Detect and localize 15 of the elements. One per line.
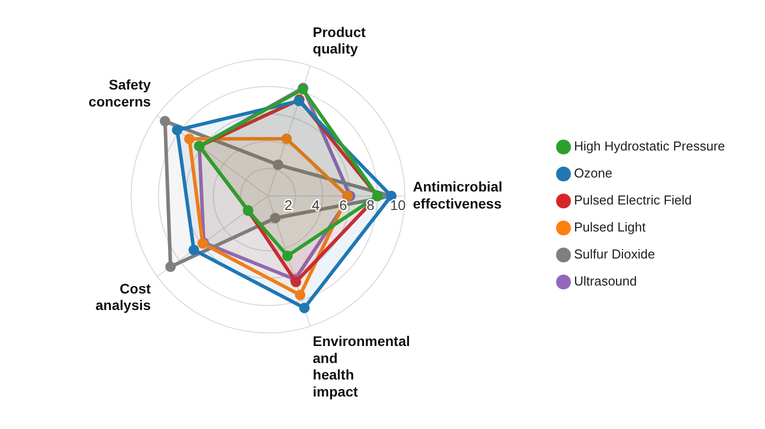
spoke-label: Product quality [312, 24, 366, 57]
legend-label: High Hydrostatic Pressure [574, 138, 725, 154]
legend-label: Ozone [574, 166, 612, 181]
y-tick-label: 4 [312, 196, 320, 213]
y-tick-label: 2 [284, 196, 292, 213]
legend-label: Pulsed Light [574, 220, 646, 235]
spoke-label: Antimicrobial effectiveness [412, 178, 502, 212]
legend-label: Ultrasound [574, 274, 637, 289]
spoke-label: Cost analysis [96, 280, 152, 314]
legend-label: Sulfur Dioxide [574, 246, 655, 262]
spoke-label: Safety concerns [88, 76, 151, 110]
y-tick-label: 10 [390, 196, 406, 213]
spoke-label: Environmental and health impact [312, 333, 410, 400]
legend-label: Pulsed Electric Field [574, 192, 692, 208]
y-tick-label: 8 [366, 196, 375, 213]
